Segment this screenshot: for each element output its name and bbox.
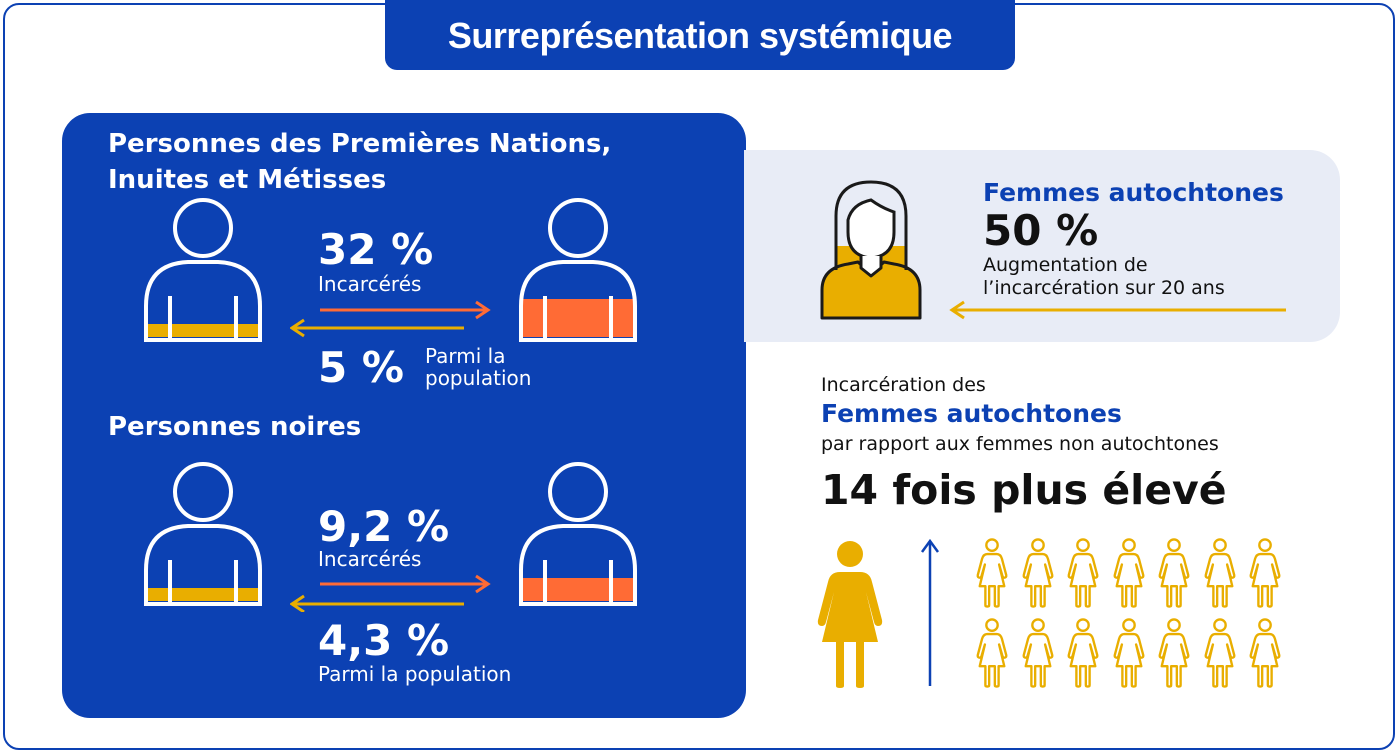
woman-outline-icon (1022, 618, 1053, 688)
woman-outline-icon (1158, 538, 1190, 608)
group2-population-label: Parmi la population (318, 662, 512, 686)
woman-outline-icon (1249, 618, 1281, 688)
comparison-headline: 14 fois plus élevé (821, 466, 1227, 514)
woman-outline-icon (1067, 618, 1099, 688)
person-population-icon-g1 (144, 198, 262, 342)
group1-population-label-line2: population (425, 366, 532, 390)
group2-incarcerated-label: Incarcérés (318, 547, 422, 571)
woman-outline-icon (1113, 538, 1144, 608)
group2-incarcerated-pct: 9,2 % (318, 502, 450, 551)
woman-outline-icon (1067, 538, 1099, 608)
woman-outline-icon (1022, 538, 1053, 608)
woman-outline-icon (976, 618, 1008, 688)
woman-portrait-icon (820, 180, 922, 320)
women-card-pct: 50 % (983, 206, 1099, 255)
women-card-desc-line1: Augmentation de (983, 254, 1148, 276)
group2-arrows-icon (290, 574, 491, 612)
woman-outline-icon (1158, 618, 1190, 688)
woman-outline-icon (1204, 538, 1235, 608)
page-title: Surreprésentation systémique (385, 0, 1015, 70)
woman-solid-icon (817, 541, 883, 688)
group1-population-label-line1: Parmi la (425, 344, 506, 368)
woman-outline-icon (1204, 618, 1235, 688)
women-card-desc: Augmentation de l’incarcération sur 20 a… (983, 254, 1225, 300)
group1-population-pct: 5 % (318, 343, 404, 392)
group2-title: Personnes noires (108, 412, 362, 442)
left-panel (62, 113, 746, 718)
group1-population-label: Parmi la population (425, 345, 531, 389)
person-population-icon-g2 (144, 462, 262, 606)
woman-outline-icon (976, 538, 1008, 608)
person-incarcerated-icon-g2 (519, 462, 637, 606)
group1-title-line1: Personnes des Premières Nations, (108, 129, 612, 159)
group1-incarcerated-label: Incarcérés (318, 272, 422, 296)
group2-population-pct: 4,3 % (318, 616, 450, 665)
group1-arrows-icon (290, 300, 491, 338)
women-card-heading: Femmes autochtones (983, 178, 1284, 207)
comparison-line1: Incarcération des (821, 374, 986, 396)
woman-outline-icon (1249, 538, 1281, 608)
group1-title-line2: Inuites et Métisses (108, 165, 387, 195)
group1-incarcerated-pct: 32 % (318, 225, 434, 274)
women-outline-grid (975, 538, 1295, 692)
comparison-line3: par rapport aux femmes non autochtones (821, 433, 1219, 455)
women-card-desc-line2: l’incarcération sur 20 ans (983, 277, 1225, 299)
group1-title: Personnes des Premières Nations, Inuites… (108, 126, 611, 198)
comparison-line2: Femmes autochtones (821, 399, 1122, 428)
person-incarcerated-icon-g1 (519, 198, 637, 342)
women-card-arrow-icon (949, 300, 1286, 320)
woman-outline-icon (1113, 618, 1144, 688)
up-arrow-icon (920, 538, 940, 686)
